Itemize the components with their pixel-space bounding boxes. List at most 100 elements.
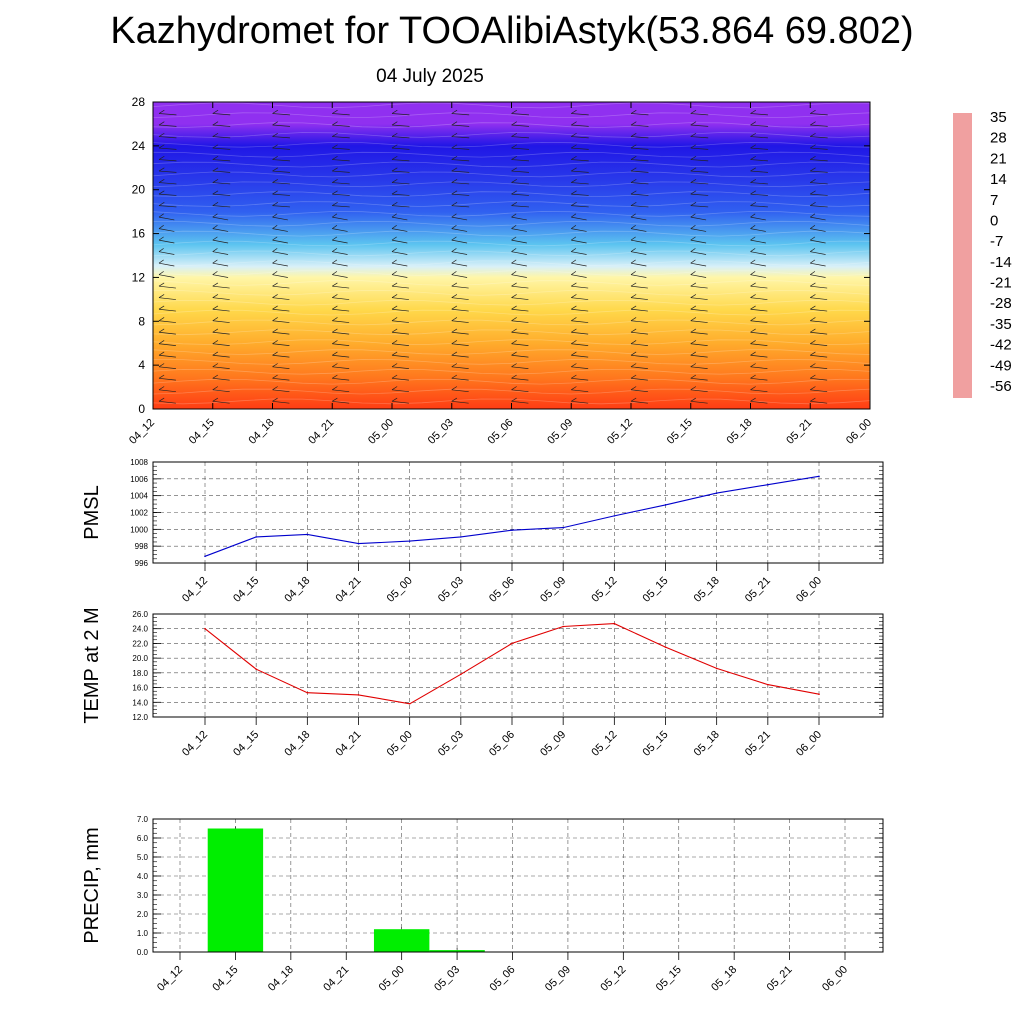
- x-tick-label: 04_18: [247, 417, 277, 447]
- x-tick-label: 05_03: [426, 417, 456, 447]
- y-tick-label: 26.0: [132, 610, 148, 619]
- colorbar-label: -7: [990, 233, 1003, 250]
- x-tick-label: 04_12: [155, 964, 185, 994]
- x-tick-label: 05_03: [436, 729, 466, 759]
- x-tick-label: 05_00: [385, 729, 415, 759]
- x-tick-label: 05_18: [692, 729, 722, 759]
- data-point: [255, 536, 257, 538]
- colorbar-label: -35: [990, 316, 1012, 333]
- colorbar-label: -14: [990, 254, 1012, 271]
- data-point: [715, 492, 718, 494]
- y-tick-label: 1004: [130, 492, 148, 501]
- data-point: [357, 542, 360, 545]
- data-point: [818, 475, 820, 478]
- x-tick-label: 05_21: [784, 417, 814, 447]
- x-tick-label: 05_18: [725, 417, 755, 447]
- y-axis-label: TEMP at 2 M: [81, 607, 103, 723]
- y-tick-label: 14.0: [132, 698, 148, 707]
- x-tick-label: 05_21: [743, 575, 773, 605]
- x-tick-label: 05_12: [589, 729, 619, 759]
- precip-bar: [373, 929, 430, 952]
- data-point: [613, 515, 616, 517]
- panel-frame: [152, 818, 884, 953]
- x-tick-label: 05_03: [432, 964, 462, 994]
- y-tick-label: 28: [132, 95, 146, 109]
- colorbar-gradient: [953, 113, 972, 398]
- data-point: [664, 646, 667, 648]
- x-tick-label: 06_00: [820, 964, 850, 994]
- data-point: [511, 529, 513, 531]
- y-tick-label: 16.0: [132, 684, 148, 693]
- x-tick-label: 04_12: [180, 575, 210, 605]
- x-tick-label: 05_18: [709, 964, 739, 994]
- y-tick-label: 20: [132, 183, 146, 197]
- data-point: [255, 668, 257, 670]
- colorbar: 35 28 21 14 7 0 -7 -14 -21 -28 -35 -42 -49 -56: [953, 109, 1012, 398]
- y-tick-label: 4: [138, 358, 145, 372]
- x-tick-label: 05_09: [538, 575, 568, 605]
- data-point: [715, 667, 718, 670]
- x-tick-label: 05_12: [598, 964, 628, 994]
- y-tick-label: 996: [135, 559, 149, 568]
- x-tick-label: 06_00: [794, 729, 824, 759]
- colorbar-label: -28: [990, 295, 1012, 312]
- x-tick-label: 05_18: [692, 575, 722, 605]
- data-point: [613, 622, 616, 625]
- y-axis-label: PRECIP, mm: [81, 827, 103, 943]
- y-tick-label: 3.0: [137, 891, 149, 900]
- cross-section-panel: 0 4 8 12 16 20 24 28 04_12 04_15 04_18 04_21 05_00 05…: [127, 95, 874, 447]
- x-tick-label: 05_12: [605, 417, 635, 447]
- colorbar-label: 7: [990, 192, 998, 209]
- data-point: [664, 504, 667, 506]
- pmsl-panel: 996 998 1000 1002 1004 1006 1008 04_12 04_15 04_1…: [81, 458, 884, 605]
- y-tick-label: 998: [135, 542, 149, 551]
- colorbar-label: 0: [990, 212, 998, 229]
- data-point: [306, 533, 309, 536]
- y-tick-label: 12.0: [132, 713, 148, 722]
- colorbar-label: 35: [990, 109, 1007, 126]
- data-point: [204, 555, 206, 558]
- data-point: [357, 694, 360, 696]
- y-tick-label: 12: [132, 270, 146, 284]
- panel-frame: [152, 461, 884, 564]
- x-tick-label: 05_00: [366, 417, 396, 447]
- y-tick-label: 18.0: [132, 669, 148, 678]
- data-point: [818, 693, 820, 695]
- x-tick-label: 04_21: [334, 729, 364, 759]
- y-tick-label: 1.0: [137, 929, 149, 938]
- colorbar-label: -42: [990, 337, 1012, 354]
- data-point: [460, 673, 462, 676]
- x-tick-label: 05_00: [377, 964, 407, 994]
- series-line: [204, 475, 820, 557]
- data-point: [408, 702, 411, 705]
- y-tick-label: 22.0: [132, 639, 148, 648]
- data-point: [767, 683, 769, 686]
- x-tick-label: 04_21: [334, 575, 364, 605]
- x-tick-label: 05_15: [665, 417, 695, 447]
- precip-panel: 0.0 1.0 2.0 3.0 4.0 5.0 6.0 7.0 04_12 04_15 04_18 0…: [81, 815, 884, 994]
- y-tick-label: 2.0: [137, 910, 149, 919]
- x-tick-label: 05_15: [654, 964, 684, 994]
- x-tick-label: 05_12: [589, 575, 619, 605]
- colorbar-label: 28: [990, 130, 1007, 147]
- y-axis-label: PMSL: [81, 485, 103, 539]
- y-tick-label: 0.0: [137, 948, 149, 957]
- data-point: [511, 642, 513, 645]
- temperature-field: [153, 102, 870, 409]
- colorbar-label: -49: [990, 357, 1012, 374]
- data-point: [562, 526, 564, 529]
- y-tick-label: 4.0: [137, 872, 149, 881]
- x-tick-label: 05_21: [743, 729, 773, 759]
- y-tick-label: 8: [138, 314, 145, 328]
- x-tick-label: 04_21: [321, 964, 351, 994]
- colorbar-label: 14: [990, 171, 1007, 188]
- x-tick-label: 04_18: [266, 964, 296, 994]
- x-tick-label: 05_09: [545, 417, 575, 447]
- colorbar-label: -56: [990, 378, 1012, 395]
- data-point: [306, 691, 309, 694]
- wind-barbs: [158, 109, 870, 404]
- x-tick-label: 04_12: [127, 417, 157, 447]
- data-point: [204, 627, 206, 630]
- y-tick-label: 6.0: [137, 834, 149, 843]
